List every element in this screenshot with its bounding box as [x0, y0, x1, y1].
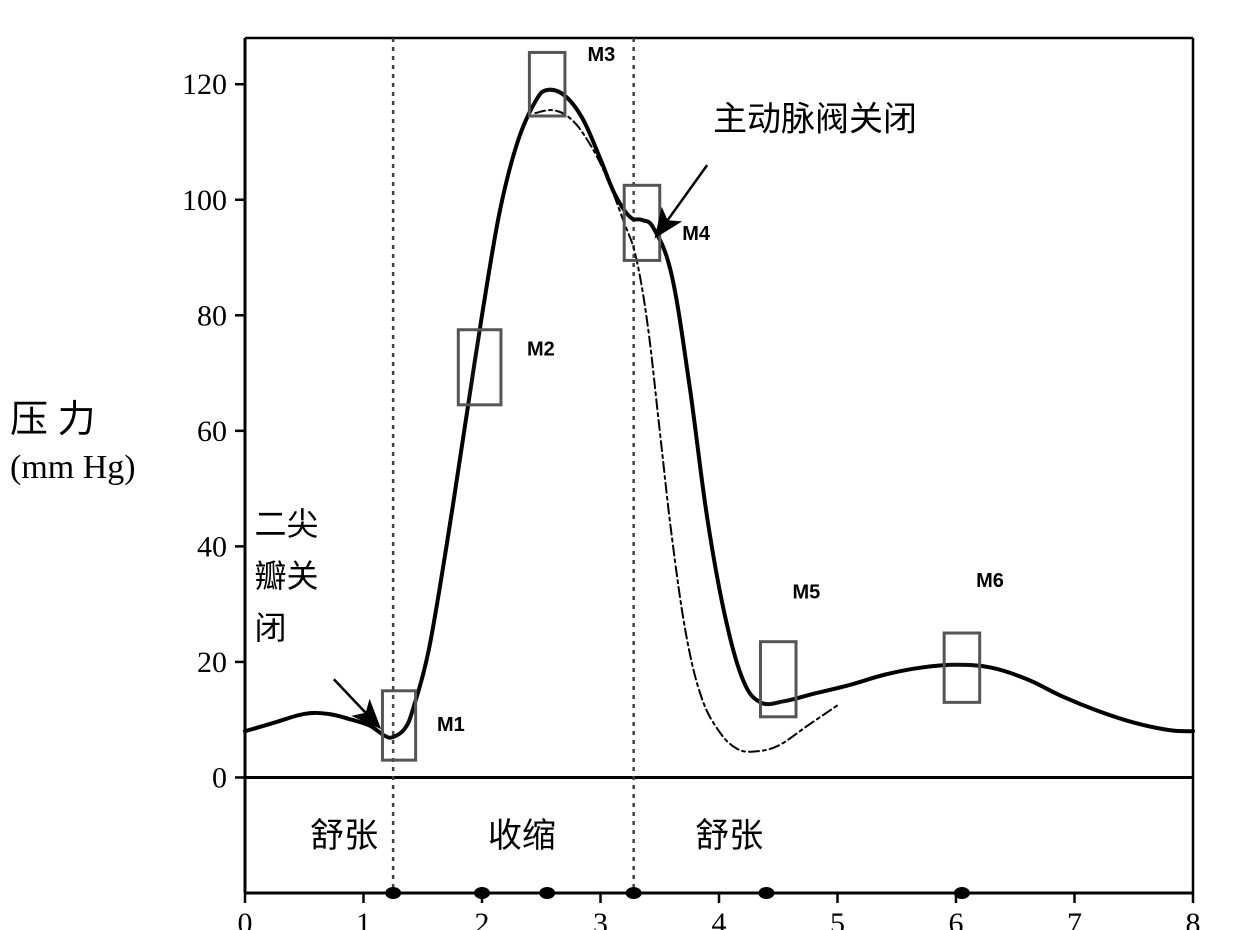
marker-box-M6	[944, 633, 980, 702]
y-axis-label: 压 力(mm Hg)	[10, 396, 136, 490]
x-tick-label: 4	[712, 907, 727, 930]
phase-label-0: 舒张	[310, 817, 378, 855]
x-tick-label: 8	[1186, 907, 1201, 930]
x-tick-label: 5	[830, 907, 845, 930]
chart-container: 020406080100120012345678时 间舒张收缩舒张M1M2M3M…	[0, 0, 1239, 930]
y-tick-label: 80	[197, 299, 227, 332]
marker-box-M5	[760, 642, 796, 717]
x-tick-label: 1	[356, 907, 371, 930]
y-tick-label: 100	[182, 184, 227, 217]
y-tick-label: 0	[212, 761, 227, 794]
annotation-mitral-line1: 瓣关	[254, 558, 318, 594]
y-tick-label: 120	[182, 68, 227, 101]
x-tick-label: 2	[475, 907, 490, 930]
annotation-aortic: 主动脉阀关闭	[713, 100, 917, 138]
marker-label-M3: M3	[587, 44, 615, 66]
chart-background	[0, 0, 1239, 930]
y-tick-label: 40	[197, 530, 227, 563]
x-marker-dot-2	[539, 887, 555, 899]
x-tick-label: 7	[1067, 907, 1082, 930]
phase-label-1: 收缩	[488, 817, 556, 855]
marker-label-M6: M6	[976, 570, 1004, 592]
x-marker-dot-3	[626, 887, 642, 899]
annotation-mitral-line2: 闭	[254, 610, 286, 646]
x-tick-label: 0	[238, 907, 253, 930]
y-tick-label: 20	[197, 646, 227, 679]
marker-label-M5: M5	[792, 581, 820, 603]
x-tick-label: 6	[949, 907, 964, 930]
marker-label-M1: M1	[437, 714, 465, 736]
annotation-mitral-line0: 二尖	[254, 506, 318, 542]
x-marker-dot-1	[474, 887, 490, 899]
marker-box-M3	[529, 52, 565, 116]
marker-label-M2: M2	[527, 339, 555, 361]
marker-box-M4	[624, 185, 660, 260]
y-axis-title-line1: 压 力	[10, 396, 136, 445]
x-marker-dot-4	[758, 887, 774, 899]
x-tick-label: 3	[593, 907, 608, 930]
marker-label-M4: M4	[682, 223, 711, 245]
marker-box-M2	[458, 330, 501, 405]
phase-label-2: 舒张	[695, 817, 763, 855]
x-marker-dot-5	[954, 887, 970, 899]
marker-box-M1	[382, 691, 415, 760]
y-tick-label: 60	[197, 415, 227, 448]
x-marker-dot-0	[385, 887, 401, 899]
y-axis-title-line2: (mm Hg)	[10, 446, 136, 490]
pressure-time-chart: 020406080100120012345678时 间舒张收缩舒张M1M2M3M…	[0, 0, 1239, 930]
